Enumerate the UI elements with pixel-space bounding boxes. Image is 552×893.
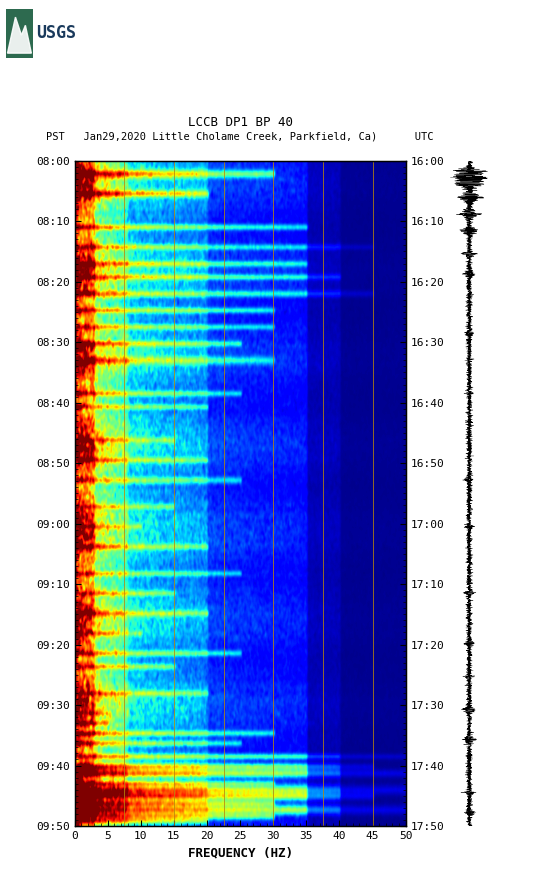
Text: USGS: USGS <box>36 24 76 43</box>
Text: LCCB DP1 BP 40: LCCB DP1 BP 40 <box>188 116 293 129</box>
Text: PST   Jan29,2020 Little Cholame Creek, Parkfield, Ca)      UTC: PST Jan29,2020 Little Cholame Creek, Par… <box>46 131 434 141</box>
FancyBboxPatch shape <box>6 9 33 58</box>
X-axis label: FREQUENCY (HZ): FREQUENCY (HZ) <box>188 847 293 859</box>
Polygon shape <box>8 17 31 53</box>
